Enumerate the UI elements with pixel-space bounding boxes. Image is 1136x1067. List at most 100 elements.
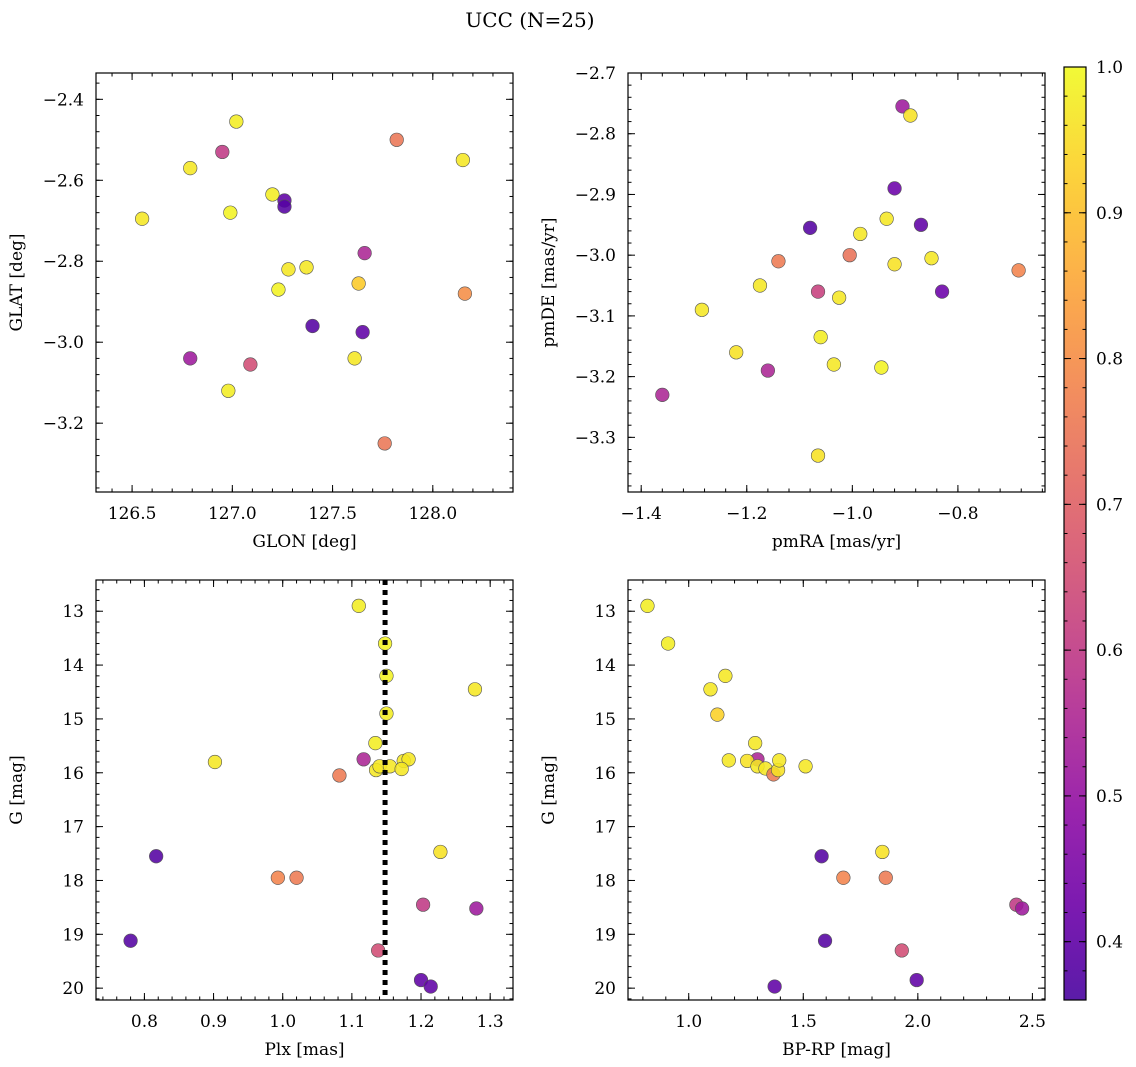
data-point	[879, 211, 894, 226]
data-point	[207, 754, 223, 770]
data-point	[694, 302, 709, 317]
data-point	[215, 144, 230, 160]
data-point	[874, 360, 889, 375]
data-point	[875, 844, 890, 860]
data-point	[803, 220, 818, 235]
data-point	[265, 187, 280, 202]
data-point	[394, 761, 409, 777]
data-point	[826, 357, 841, 372]
data-point	[729, 345, 744, 360]
x-tick-label: 1.0	[675, 1012, 702, 1032]
data-point	[123, 933, 138, 948]
data-point	[798, 759, 813, 774]
x-tick-label: −1.0	[832, 504, 873, 524]
data-point	[842, 248, 857, 263]
scatter-points	[135, 114, 472, 451]
y-axis-label: GLAT [deg]	[7, 233, 27, 331]
x-axis-label: pmRA [mas/yr]	[772, 532, 901, 552]
y-tick-label: −3.1	[575, 307, 616, 327]
y-tick-label: 20	[62, 979, 84, 999]
axis-ticks	[96, 580, 513, 1000]
y-tick-label: 14	[594, 656, 616, 676]
y-tick-label: −2.4	[43, 90, 84, 110]
data-point	[721, 753, 736, 768]
colorbar-frame	[1063, 66, 1087, 1001]
x-tick-label: 1.0	[269, 1012, 296, 1032]
data-point	[817, 933, 833, 948]
y-axis-label: G [mag]	[539, 755, 559, 824]
axes-frame	[95, 579, 514, 1001]
data-point	[467, 682, 483, 697]
data-point	[351, 598, 366, 613]
data-point	[357, 246, 372, 261]
data-point	[347, 351, 362, 366]
data-point	[355, 324, 370, 340]
x-tick-label: 0.9	[200, 1012, 227, 1032]
y-tick-label: −3.3	[575, 428, 616, 448]
x-tick-label: 1.3	[477, 1012, 504, 1032]
data-point	[878, 870, 893, 885]
data-point	[640, 598, 655, 613]
x-axis-label: BP-RP [mag]	[782, 1040, 891, 1060]
data-point	[243, 357, 258, 372]
y-tick-label: −2.6	[43, 171, 84, 191]
data-point	[1011, 263, 1026, 278]
y-tick-label: 18	[594, 871, 616, 891]
axis-ticks	[96, 73, 514, 492]
y-tick-label: 14	[62, 656, 84, 676]
figure-title: UCC (N=25)	[465, 8, 594, 32]
x-tick-label: −1.2	[726, 504, 767, 524]
data-point	[813, 330, 828, 345]
x-tick-label: −0.8	[937, 504, 978, 524]
x-tick-label: 126.5	[108, 504, 157, 524]
data-point	[934, 284, 950, 299]
colorbar-tick-label: 0.5	[1096, 787, 1123, 807]
data-point	[810, 284, 826, 299]
x-tick-label: 127.0	[208, 504, 257, 524]
data-point	[710, 707, 725, 722]
data-point	[887, 181, 902, 196]
data-point	[718, 668, 733, 683]
axis-ticks	[628, 580, 1045, 1000]
axis-ticks	[628, 72, 1045, 492]
data-point	[660, 636, 676, 651]
data-point	[305, 318, 320, 334]
data-point	[389, 132, 404, 147]
data-point	[377, 436, 392, 451]
data-point	[229, 114, 244, 129]
x-tick-label: −1.4	[621, 504, 662, 524]
y-tick-label: −3.2	[575, 368, 616, 388]
data-point	[771, 254, 786, 269]
data-point	[356, 752, 371, 767]
y-tick-label: 18	[62, 871, 84, 891]
colorbar-tick-label: 1.0	[1096, 58, 1123, 78]
y-tick-label: −2.8	[575, 125, 616, 145]
y-tick-label: −2.8	[43, 252, 84, 272]
y-tick-label: 20	[594, 979, 616, 999]
data-point	[752, 278, 768, 293]
x-tick-label: 128.0	[408, 504, 457, 524]
data-point	[351, 276, 366, 291]
data-point	[469, 901, 484, 916]
data-point	[832, 290, 847, 305]
data-point	[368, 736, 383, 751]
data-point	[401, 752, 416, 767]
y-tick-label: −3.0	[43, 333, 84, 353]
data-point	[767, 979, 782, 994]
panel-top-left: 126.5 127.0 127.5 128.0 −3.2 −3.0 −2.8 −2.6 −2.4…	[7, 72, 514, 552]
data-point	[748, 736, 763, 751]
data-point	[270, 870, 285, 885]
data-point	[887, 257, 902, 272]
y-tick-label: 17	[62, 818, 84, 838]
scatter-points	[123, 598, 484, 994]
x-tick-label: 2.5	[1019, 1012, 1046, 1032]
data-point	[913, 217, 929, 232]
data-point	[223, 205, 238, 220]
data-point	[455, 152, 470, 168]
data-point	[895, 99, 910, 114]
colorbar-tick-label: 0.8	[1096, 350, 1123, 370]
scatter-points	[640, 598, 1030, 994]
panel-bottom-right: 1.0 1.5 2.0 2.5 13 14 15 16 17 18 19 20 BP-RP [mag] G…	[539, 579, 1046, 1060]
data-point	[221, 383, 236, 398]
y-tick-label: 19	[594, 925, 616, 945]
